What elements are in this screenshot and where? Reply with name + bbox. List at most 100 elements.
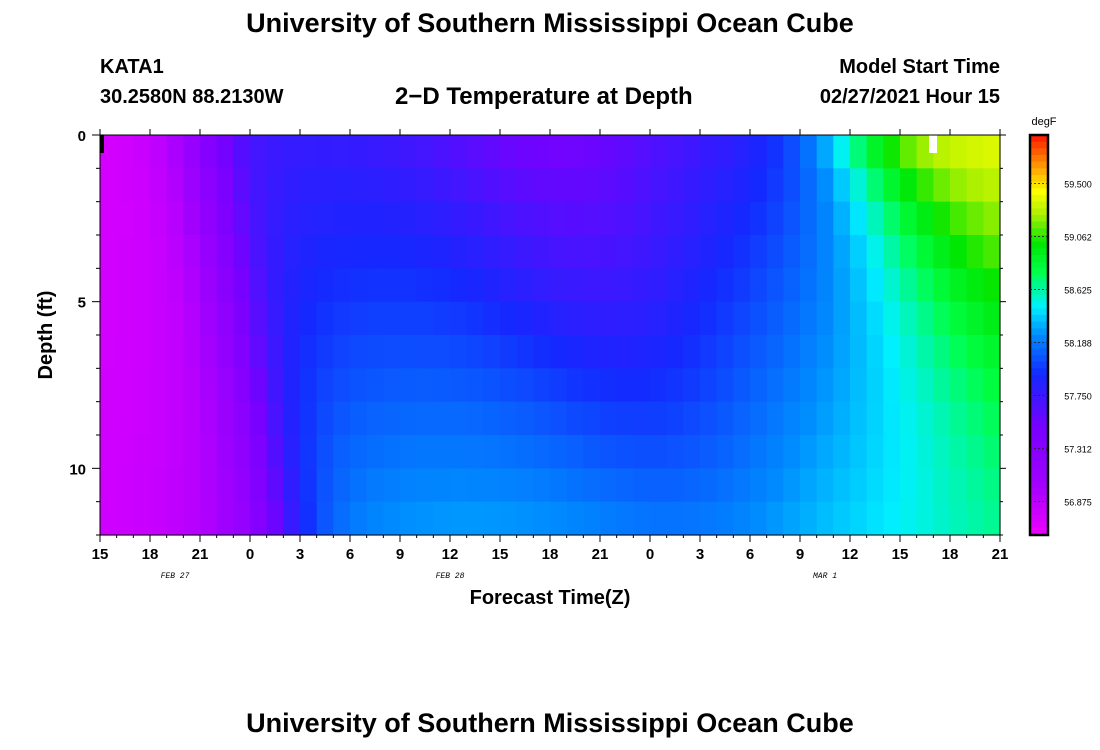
heatmap-cell (750, 168, 768, 203)
heatmap-cell (633, 201, 651, 236)
heatmap-cell (883, 435, 901, 469)
heatmap-cell (483, 368, 501, 403)
heatmap-cell (333, 201, 351, 236)
heatmap-cell (733, 201, 751, 236)
heatmap-cell (283, 335, 301, 369)
heatmap-cell (716, 468, 734, 503)
heatmap-cell (383, 368, 401, 403)
heatmap-cell (100, 468, 118, 503)
heatmap-cell (483, 435, 501, 469)
colorbar-segment (1030, 321, 1048, 329)
x-tick-label: 6 (346, 546, 354, 563)
heatmap-cell (333, 501, 351, 536)
heatmap-cell (166, 435, 184, 469)
heatmap-cell (250, 168, 268, 203)
heatmap-cell (783, 501, 801, 536)
heatmap-cell (383, 401, 401, 436)
heatmap-cell (400, 501, 418, 536)
heatmap-cell (500, 268, 518, 303)
heatmap-cell (616, 335, 634, 369)
heatmap-cell (466, 335, 484, 369)
heatmap-cell (300, 268, 318, 303)
heatmap-cell (783, 168, 801, 203)
heatmap-cell (533, 335, 551, 369)
heatmap-cell (416, 368, 434, 403)
heatmap-cell (216, 235, 234, 269)
heatmap-cell (450, 301, 468, 336)
heatmap-cell (566, 368, 584, 403)
heatmap-cell (766, 135, 784, 169)
heatmap-cell (700, 335, 718, 369)
heatmap-cell (950, 368, 968, 403)
x-axis-label: Forecast Time(Z) (470, 587, 631, 609)
heatmap-cell (333, 435, 351, 469)
heatmap-cell (816, 268, 834, 303)
heatmap-cell (450, 201, 468, 236)
heatmap-cell (266, 501, 284, 536)
heatmap-cell (100, 301, 118, 336)
heatmap-cell (216, 501, 234, 536)
heatmap-cell (150, 501, 168, 536)
heatmap-cell (583, 435, 601, 469)
heatmap-cell (333, 368, 351, 403)
heatmap-cell (166, 501, 184, 536)
heatmap-cell (900, 135, 918, 169)
heatmap-cell (500, 135, 518, 169)
heatmap-cell (566, 501, 584, 536)
heatmap-cell (516, 201, 534, 236)
heatmap-cell (650, 301, 668, 336)
page-title: University of Southern Mississippi Ocean… (246, 8, 854, 38)
heatmap-cell (633, 301, 651, 336)
heatmap-cell (966, 368, 984, 403)
heatmap-cell (916, 501, 934, 536)
heatmap-cell (516, 135, 534, 169)
heatmap-cell (216, 435, 234, 469)
heatmap-cell (233, 268, 251, 303)
x-tick-label: 18 (142, 546, 159, 563)
heatmap-cell (550, 435, 568, 469)
colorbar-segment (1030, 508, 1048, 516)
heatmap-cell (383, 201, 401, 236)
heatmap-cell (716, 301, 734, 336)
heatmap-cell (516, 268, 534, 303)
heatmap-cell (433, 468, 451, 503)
heatmap-cell (650, 135, 668, 169)
heatmap-cell (866, 201, 884, 236)
heatmap-cell (633, 501, 651, 536)
heatmap-cell (883, 468, 901, 503)
heatmap-cell (666, 168, 684, 203)
heatmap-cell (650, 201, 668, 236)
heatmap-cell (983, 235, 1001, 269)
colorbar-segment (1030, 528, 1048, 536)
heatmap-cell (366, 168, 384, 203)
heatmap-cell (300, 435, 318, 469)
heatmap-cell (583, 468, 601, 503)
heatmap-cell (366, 468, 384, 503)
date-label: MAR 1 (813, 572, 837, 581)
heatmap-cell (633, 135, 651, 169)
heatmap-cell (833, 401, 851, 436)
heatmap-cell (583, 135, 601, 169)
heatmap-cell (233, 301, 251, 336)
heatmap-cell (683, 401, 701, 436)
heatmap-cell (316, 268, 334, 303)
heatmap-cell (616, 268, 634, 303)
heatmap-cell (950, 501, 968, 536)
y-axis-label: Depth (ft) (35, 291, 57, 380)
heatmap-cell (116, 468, 134, 503)
colorbar-segment (1030, 515, 1048, 523)
heatmap-cell (300, 335, 318, 369)
heatmap-cell (750, 201, 768, 236)
heatmap-cell (616, 501, 634, 536)
heatmap-cell (116, 501, 134, 536)
heatmap-cell (450, 401, 468, 436)
heatmap-cell (766, 468, 784, 503)
heatmap-cell (483, 301, 501, 336)
heatmap-cell (450, 235, 468, 269)
heatmap-cell (166, 368, 184, 403)
heatmap-cell (600, 268, 618, 303)
x-tick-label: 9 (796, 546, 804, 563)
heatmap-cell (550, 301, 568, 336)
heatmap-cell (733, 501, 751, 536)
heatmap-cell (350, 501, 368, 536)
